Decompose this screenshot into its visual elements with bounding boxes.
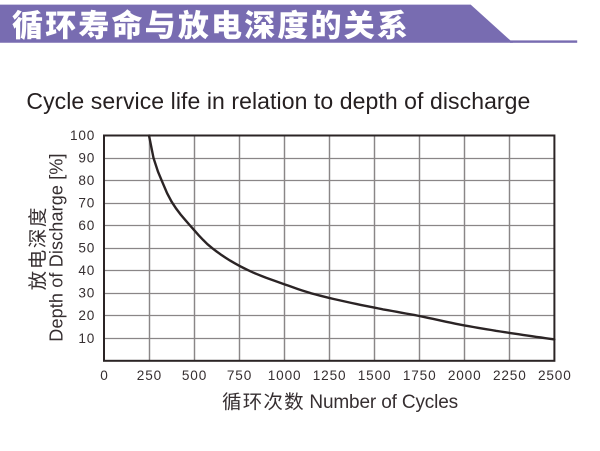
svg-text:Number of Cycles: Number of Cycles xyxy=(309,392,458,413)
svg-text:Depth of Discharge [%]: Depth of Discharge [%] xyxy=(46,153,66,341)
svg-text:1500: 1500 xyxy=(358,368,392,383)
svg-text:1250: 1250 xyxy=(313,368,347,383)
svg-text:30: 30 xyxy=(78,286,95,301)
svg-text:2500: 2500 xyxy=(538,368,572,383)
svg-text:2250: 2250 xyxy=(493,368,527,383)
svg-text:1000: 1000 xyxy=(268,368,302,383)
svg-text:0: 0 xyxy=(100,368,108,383)
svg-text:40: 40 xyxy=(78,263,95,278)
svg-text:2000: 2000 xyxy=(448,368,482,383)
svg-text:Cycle service life in relation: Cycle service life in relation to depth … xyxy=(26,88,530,114)
svg-text:750: 750 xyxy=(227,368,252,383)
svg-text:10: 10 xyxy=(78,331,95,346)
svg-text:500: 500 xyxy=(182,368,207,383)
svg-text:250: 250 xyxy=(137,368,162,383)
svg-text:60: 60 xyxy=(78,218,95,233)
svg-text:90: 90 xyxy=(78,151,95,166)
svg-text:50: 50 xyxy=(78,241,95,256)
svg-text:20: 20 xyxy=(78,308,95,323)
svg-text:1750: 1750 xyxy=(403,368,437,383)
svg-text:100: 100 xyxy=(70,128,95,143)
svg-text:80: 80 xyxy=(78,173,95,188)
svg-text:70: 70 xyxy=(78,196,95,211)
